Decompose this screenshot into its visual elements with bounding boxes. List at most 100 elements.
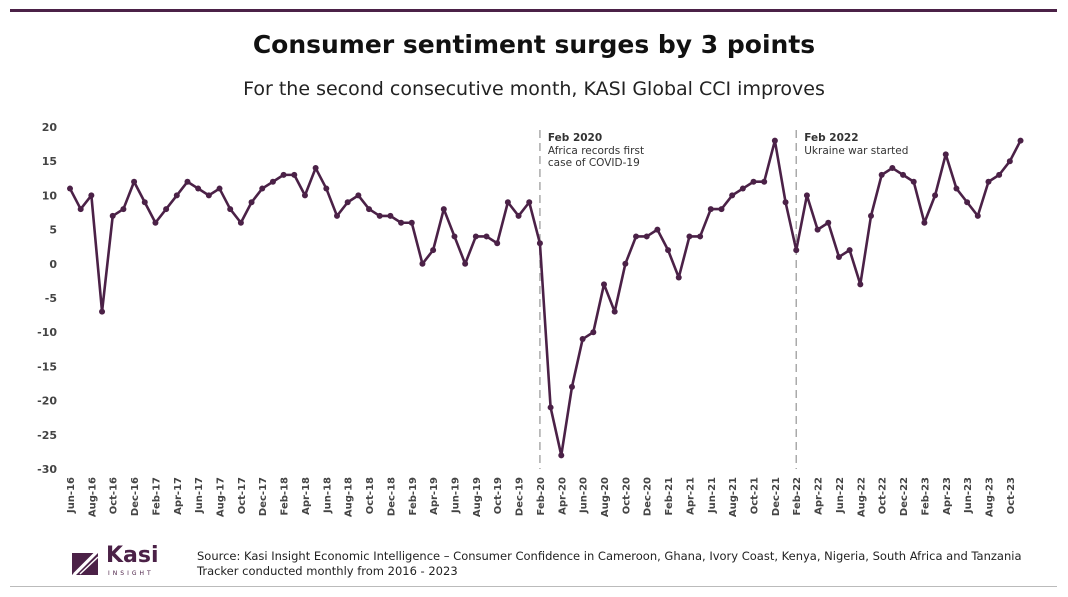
data-point bbox=[376, 212, 383, 219]
data-point bbox=[1017, 137, 1024, 144]
data-point bbox=[771, 137, 778, 144]
data-point bbox=[921, 219, 928, 226]
x-tick-label: Jun-19 bbox=[450, 477, 461, 514]
data-point bbox=[291, 171, 298, 178]
data-point bbox=[205, 192, 212, 199]
x-tick-label: Feb-18 bbox=[280, 477, 291, 515]
y-tick-label: -25 bbox=[37, 429, 57, 442]
data-point bbox=[750, 178, 757, 185]
data-point bbox=[622, 260, 629, 267]
x-tick-label: Oct-17 bbox=[237, 477, 248, 514]
line-chart: 20 15 10 5 0 -5 -10 -15 -20 -25 -30 Jun-16 Aug-16 Oc… bbox=[37, 121, 1024, 517]
data-point bbox=[611, 308, 618, 315]
data-point bbox=[334, 212, 340, 219]
x-tick-label: Jun-17 bbox=[194, 477, 205, 514]
x-tick-label: Feb-20 bbox=[536, 477, 547, 515]
data-point bbox=[109, 212, 116, 219]
kasi-logo: Kasi INSIGHT bbox=[70, 543, 180, 581]
x-tick-label: Jun-18 bbox=[322, 477, 333, 514]
data-point bbox=[782, 199, 789, 206]
y-tick-label: -20 bbox=[37, 395, 57, 408]
data-point bbox=[686, 233, 693, 240]
data-point bbox=[889, 165, 896, 172]
data-point bbox=[120, 206, 127, 213]
data-point bbox=[878, 171, 885, 178]
x-tick-label: Dec-22 bbox=[899, 477, 910, 516]
data-point bbox=[857, 281, 864, 288]
data-point bbox=[974, 212, 981, 219]
annotation-text: Africa records first bbox=[548, 145, 644, 157]
x-tick-label: Aug-16 bbox=[87, 477, 98, 517]
data-point bbox=[227, 206, 234, 213]
x-tick-label: Apr-22 bbox=[814, 477, 825, 515]
annotation-title: Feb 2022 bbox=[804, 132, 858, 144]
data-point bbox=[483, 233, 490, 240]
x-axis: Jun-16 Aug-16 Oct-16 Dec-16 Feb-17 Apr-17 Jun-… bbox=[66, 477, 1017, 517]
y-tick-label: 0 bbox=[49, 258, 57, 271]
logo-wordmark: Kasi bbox=[106, 543, 159, 568]
y-tick-label: -5 bbox=[45, 292, 57, 305]
data-point bbox=[88, 192, 95, 199]
x-tick-label: Apr-23 bbox=[942, 477, 953, 515]
chart-title: Consumer sentiment surges by 3 points bbox=[252, 30, 816, 59]
y-axis: 20 15 10 5 0 -5 -10 -15 -20 -25 -30 bbox=[37, 121, 57, 476]
kasi-logo-icon bbox=[72, 551, 99, 575]
data-point bbox=[237, 219, 244, 226]
annotation-text: case of COVID-19 bbox=[548, 157, 640, 169]
data-point bbox=[868, 212, 874, 219]
top-rule bbox=[10, 9, 1057, 12]
data-point bbox=[355, 192, 362, 199]
data-point bbox=[536, 240, 543, 247]
data-point bbox=[323, 185, 330, 192]
data-point bbox=[932, 192, 939, 199]
y-tick-label: 10 bbox=[42, 189, 58, 202]
data-point bbox=[301, 192, 308, 199]
x-tick-label: Dec-16 bbox=[130, 477, 141, 516]
data-point bbox=[494, 240, 501, 247]
data-point bbox=[942, 151, 949, 158]
x-tick-label: Oct-20 bbox=[621, 477, 632, 514]
data-point bbox=[1006, 158, 1013, 165]
x-tick-label: Aug-23 bbox=[984, 477, 995, 517]
x-tick-label: Oct-18 bbox=[365, 477, 376, 514]
x-tick-label: Aug-22 bbox=[856, 477, 867, 517]
data-point bbox=[526, 199, 533, 206]
y-tick-label: 15 bbox=[42, 155, 57, 168]
data-point bbox=[440, 206, 447, 213]
x-tick-label: Feb-17 bbox=[151, 477, 162, 515]
data-point bbox=[601, 281, 607, 288]
data-point bbox=[504, 199, 511, 206]
data-point bbox=[697, 233, 704, 240]
data-point bbox=[900, 171, 907, 178]
data-point bbox=[729, 192, 736, 199]
data-point bbox=[195, 185, 202, 192]
data-point bbox=[269, 178, 276, 185]
data-point bbox=[793, 247, 800, 254]
data-point bbox=[846, 247, 853, 254]
x-tick-label: Feb-22 bbox=[792, 477, 803, 515]
data-point bbox=[259, 185, 266, 192]
x-tick-label: Oct-22 bbox=[878, 477, 889, 514]
x-tick-label: Oct-21 bbox=[750, 477, 761, 514]
x-tick-label: Apr-20 bbox=[557, 477, 568, 515]
data-point bbox=[184, 178, 191, 185]
x-tick-label: Apr-21 bbox=[685, 477, 696, 515]
x-tick-label: Dec-18 bbox=[386, 477, 397, 516]
data-point bbox=[344, 199, 351, 206]
x-tick-label: Jun-20 bbox=[579, 477, 590, 514]
bottom-rule bbox=[10, 586, 1057, 587]
data-point bbox=[462, 260, 469, 267]
data-point bbox=[387, 212, 394, 219]
x-tick-label: Aug-20 bbox=[600, 477, 611, 517]
data-point bbox=[910, 178, 917, 185]
x-tick-label: Feb-21 bbox=[664, 477, 675, 515]
data-point bbox=[77, 206, 84, 213]
x-tick-label: Oct-16 bbox=[109, 477, 120, 514]
data-point bbox=[579, 336, 586, 343]
data-point bbox=[964, 199, 971, 206]
data-point bbox=[665, 247, 672, 254]
data-point bbox=[216, 185, 223, 192]
data-point bbox=[718, 206, 725, 213]
data-point bbox=[248, 199, 255, 206]
